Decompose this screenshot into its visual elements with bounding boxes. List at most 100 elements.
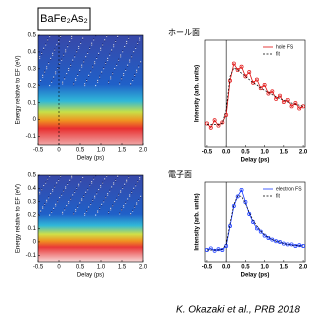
y-tick-label: 0.5 bbox=[28, 33, 37, 39]
noise bbox=[107, 193, 108, 194]
noise bbox=[112, 204, 113, 205]
noise bbox=[119, 82, 120, 83]
noise bbox=[65, 49, 66, 50]
x-tick-label: 1.0 bbox=[97, 148, 106, 154]
figure: BaFe₂As₂ K. Okazaki et al., PRB 2018 -0.… bbox=[0, 0, 318, 315]
noise bbox=[114, 201, 115, 202]
noise bbox=[126, 41, 127, 42]
noise bbox=[62, 82, 63, 83]
noise bbox=[103, 200, 104, 201]
noise bbox=[46, 66, 47, 67]
noise bbox=[101, 204, 102, 205]
noise bbox=[58, 179, 59, 180]
noise bbox=[122, 187, 123, 188]
noise bbox=[71, 36, 72, 37]
noise bbox=[107, 58, 108, 59]
noise bbox=[121, 208, 122, 209]
noise bbox=[92, 65, 93, 66]
noise bbox=[117, 176, 118, 177]
noise bbox=[105, 62, 106, 63]
noise bbox=[133, 51, 134, 52]
noise bbox=[127, 65, 128, 66]
noise bbox=[39, 192, 40, 193]
noise bbox=[119, 212, 120, 213]
noise bbox=[77, 206, 78, 207]
noise bbox=[88, 206, 89, 207]
noise bbox=[98, 53, 99, 54]
noise bbox=[81, 65, 82, 66]
noise bbox=[61, 59, 62, 60]
noise bbox=[57, 67, 58, 68]
noise bbox=[128, 176, 129, 177]
noise bbox=[44, 71, 45, 72]
noise bbox=[55, 71, 56, 72]
noise bbox=[47, 38, 48, 39]
noise bbox=[97, 80, 98, 81]
noise bbox=[128, 37, 129, 38]
noise bbox=[82, 38, 83, 39]
noise bbox=[134, 74, 135, 75]
noise bbox=[96, 192, 97, 193]
x-tick-label: 0.0 bbox=[222, 150, 231, 156]
noise bbox=[120, 190, 121, 191]
noise bbox=[126, 180, 127, 181]
noise bbox=[133, 188, 134, 189]
noise bbox=[95, 214, 96, 215]
data-line bbox=[207, 64, 303, 128]
y-tick-label: 0.3 bbox=[28, 199, 37, 205]
noise bbox=[110, 76, 111, 77]
noise bbox=[86, 210, 87, 211]
noise bbox=[46, 200, 47, 201]
noise bbox=[52, 53, 53, 54]
x-axis-label: Delay (ps) bbox=[77, 156, 104, 162]
noise bbox=[108, 81, 109, 82]
noise bbox=[108, 211, 109, 212]
noise bbox=[114, 68, 115, 69]
noise bbox=[113, 44, 114, 45]
x-tick-label: 2.0 bbox=[299, 265, 308, 271]
noise bbox=[135, 184, 136, 185]
x-tick-label: 0.5 bbox=[241, 150, 250, 156]
noise bbox=[43, 48, 44, 49]
noise bbox=[64, 208, 65, 209]
noise bbox=[89, 47, 90, 48]
noise bbox=[87, 188, 88, 189]
x-axis-label: Delay (ps) bbox=[241, 273, 270, 279]
noise bbox=[66, 73, 67, 74]
x-axis-label: Delay (ps) bbox=[77, 273, 104, 279]
noise bbox=[131, 55, 132, 56]
noise bbox=[135, 47, 136, 48]
heatmap bbox=[38, 175, 143, 262]
data-line bbox=[207, 190, 303, 251]
noise bbox=[63, 54, 64, 55]
noise bbox=[115, 40, 116, 41]
x-tick-label: 0.0 bbox=[222, 265, 231, 271]
noise bbox=[61, 194, 62, 195]
noise bbox=[83, 60, 84, 61]
frame bbox=[205, 40, 305, 147]
noise bbox=[137, 42, 138, 43]
noise bbox=[51, 211, 52, 212]
noise bbox=[80, 42, 81, 43]
noise bbox=[73, 82, 74, 83]
noise bbox=[45, 43, 46, 44]
x-tick-label: 0 bbox=[57, 148, 61, 154]
noise bbox=[66, 205, 67, 206]
noise bbox=[93, 178, 94, 179]
noise bbox=[121, 77, 122, 78]
noise bbox=[55, 204, 56, 205]
noise bbox=[129, 60, 130, 61]
noise bbox=[53, 76, 54, 77]
y-tick-label: 0.3 bbox=[28, 66, 37, 72]
noise bbox=[79, 70, 80, 71]
noise bbox=[118, 59, 119, 60]
noise bbox=[88, 75, 89, 76]
noise bbox=[67, 45, 68, 46]
noise bbox=[77, 74, 78, 75]
x-tick-label: -0.5 bbox=[33, 265, 44, 271]
noise bbox=[67, 183, 68, 184]
x-tick-label: 1.5 bbox=[280, 265, 289, 271]
y-tick-label: 0.4 bbox=[28, 50, 37, 56]
y-tick-label: 0.1 bbox=[28, 226, 37, 232]
noise bbox=[85, 192, 86, 193]
